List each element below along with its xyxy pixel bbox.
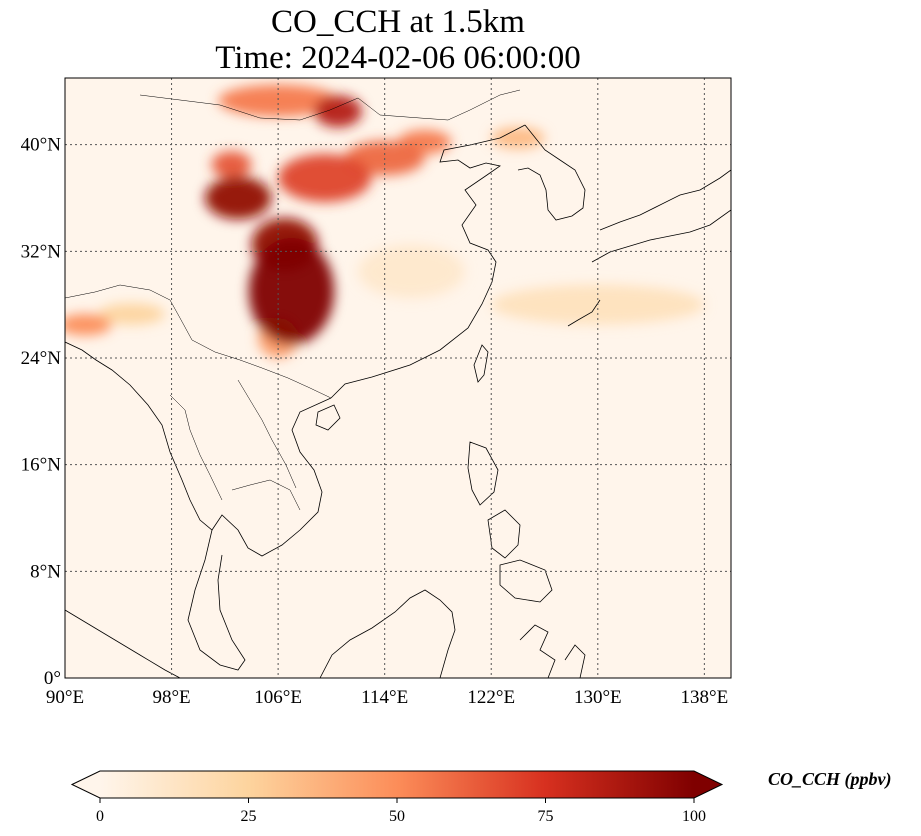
longitude-tick-label: 122°E (467, 687, 515, 708)
co-plume (314, 95, 363, 128)
coastline-taiwan (473, 344, 489, 383)
country-borders (65, 89, 521, 511)
co-plume (98, 303, 165, 325)
latitude-tick-label: 16°N (21, 455, 62, 476)
latitude-tick-label: 0° (44, 668, 61, 689)
longitude-tick-label: 114°E (361, 687, 408, 708)
colorbar-tick-label: 0 (96, 808, 104, 825)
coastline-philippines (467, 441, 553, 603)
co-plume (65, 314, 112, 336)
map-frame (64, 77, 732, 679)
colorbar-label: CO_CCH (ppbv) (768, 769, 892, 789)
latitude-tick-label: 8°N (30, 561, 61, 582)
latitude-tick-label: 24°N (21, 348, 62, 369)
longitude-tick-label: 90°E (46, 687, 84, 708)
colorbar-extend-min (72, 771, 100, 798)
coastline-malay-peninsula (187, 529, 246, 671)
coastline-borneo (319, 589, 456, 678)
map-title-line-2: Time: 2024-02-06 06:00:00 (215, 40, 581, 76)
co-plume (278, 154, 372, 202)
border-cambodia (231, 479, 301, 511)
co-plume (204, 176, 272, 220)
longitude-tick-label: 130°E (574, 687, 622, 708)
longitude-labels: 90°E 98°E 106°E 114°E 122°E 130°E 138°E (46, 687, 728, 708)
longitude-tick-label: 106°E (254, 687, 302, 708)
latitude-labels: 0° 8°N 16°N 24°N 32°N 40°N (21, 135, 62, 689)
co-plume (358, 244, 465, 298)
colorbar-ticks: 0 25 50 75 100 (96, 798, 706, 825)
colorbar-tick-label: 100 (682, 808, 706, 825)
coastlines (65, 124, 731, 678)
map-title-line-1: CO_CCH at 1.5km (271, 4, 525, 40)
coastline-japan (567, 169, 731, 327)
border-mongolia-china (139, 89, 521, 121)
coastline-indochina (65, 341, 332, 557)
border-laos-vietnam (237, 379, 297, 489)
colorbar-gradient (100, 771, 694, 798)
colorbar-tick-label: 75 (538, 808, 554, 825)
co-plume (211, 151, 252, 179)
latitude-tick-label: 40°N (21, 135, 62, 156)
colorbar-extend-max (694, 771, 722, 798)
colorbar-tick-label: 25 (241, 808, 257, 825)
border-myanmar-thailand (169, 394, 223, 501)
graticule (65, 78, 731, 678)
map-background (65, 78, 731, 678)
coastline-korea (517, 124, 586, 221)
coastline-sumatra (65, 609, 181, 678)
co-plume (248, 238, 335, 345)
co-plume (218, 84, 339, 117)
colorbar-tick-label: 50 (389, 808, 405, 825)
border-china-south (65, 284, 332, 399)
coastline-sulawesi-newguinea (519, 624, 586, 678)
latitude-tick-label: 32°N (21, 241, 62, 262)
colorbar: 0 25 50 75 100 (70, 770, 724, 825)
longitude-tick-label: 98°E (152, 687, 190, 708)
coastline-china-east (330, 124, 526, 399)
coastline-hainan (315, 404, 341, 431)
longitude-tick-label: 138°E (681, 687, 729, 708)
